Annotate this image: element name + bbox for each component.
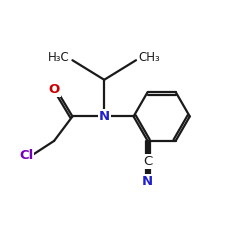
Text: CH₃: CH₃	[138, 51, 160, 64]
Text: N: N	[142, 174, 153, 188]
Text: O: O	[48, 83, 60, 96]
Text: C: C	[143, 155, 152, 168]
Text: Cl: Cl	[19, 149, 33, 162]
Text: H₃C: H₃C	[48, 51, 70, 64]
Text: N: N	[99, 110, 110, 123]
